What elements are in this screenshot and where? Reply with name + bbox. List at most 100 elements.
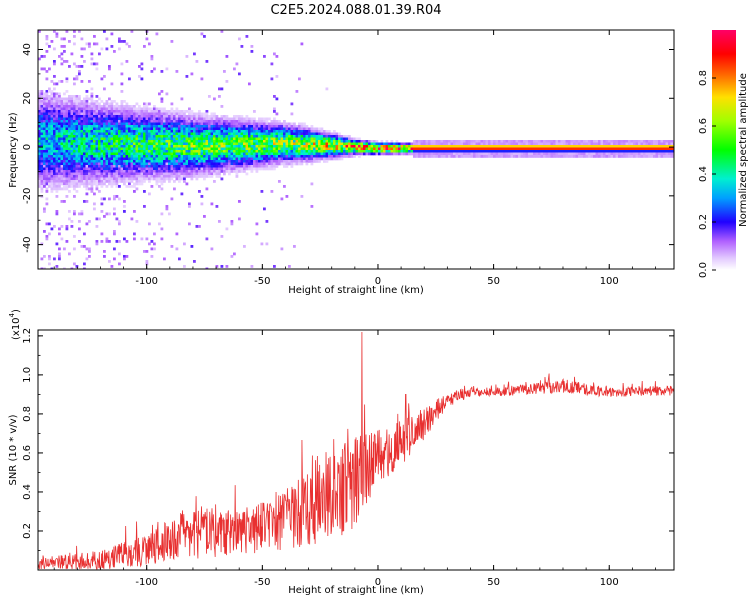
heatmap-cell (233, 252, 236, 256)
heatmap-cell (333, 150, 336, 153)
heatmap-cell (58, 130, 61, 133)
heatmap-cell (203, 155, 206, 158)
heatmap-cell (138, 65, 141, 68)
heatmap-cell (50, 267, 54, 269)
heatmap-cell (203, 115, 206, 118)
heatmap-cell (208, 130, 211, 133)
heatmap-cell (283, 122, 286, 126)
heatmap-cell (115, 162, 119, 166)
heatmap-cell (110, 115, 114, 118)
heatmap-cell (565, 145, 569, 148)
heatmap-cell (210, 122, 214, 126)
heatmap-cell (448, 152, 451, 156)
heatmap-cell (40, 142, 44, 146)
heatmap-cell (158, 162, 161, 166)
heatmap-cell (150, 135, 154, 138)
heatmap-cell (480, 147, 484, 151)
heatmap-cell (365, 140, 369, 143)
heatmap-cell (395, 145, 399, 148)
heatmap-cell (385, 150, 389, 153)
heatmap-cell (450, 145, 454, 148)
heatmap-cell (588, 155, 591, 158)
heatmap-cell (443, 150, 446, 153)
heatmap-cell (103, 107, 106, 111)
heatmap-cell (533, 155, 536, 158)
heatmap-cell (655, 145, 659, 148)
heatmap-cell (85, 115, 89, 118)
heatmap-cell (480, 150, 484, 153)
heatmap-cell (175, 232, 179, 236)
heatmap-cell (288, 160, 291, 163)
heatmap-cell (465, 147, 469, 151)
heatmap-cell (293, 160, 296, 163)
heatmap-cell (60, 122, 64, 126)
heatmap-cell (93, 155, 96, 158)
heatmap-cell (100, 175, 104, 178)
heatmap-cell (110, 152, 114, 156)
heatmap-cell (665, 140, 669, 143)
heatmap-cell (115, 165, 119, 168)
heatmap-cell (480, 142, 484, 146)
heatmap-cell (138, 180, 141, 183)
heatmap-cell (320, 155, 324, 158)
heatmap-cell (83, 60, 86, 63)
heatmap-cell (45, 102, 49, 106)
heatmap-cell (100, 130, 104, 133)
heatmap-cell (115, 112, 119, 116)
heatmap-cell (595, 147, 599, 151)
heatmap-cell (150, 172, 154, 176)
heatmap-cell (378, 152, 381, 156)
heatmap-cell (138, 135, 141, 138)
heatmap-cell (158, 175, 161, 178)
heatmap-cell (48, 117, 51, 121)
heatmap-cell (170, 175, 174, 178)
heatmap-cell (553, 152, 556, 156)
heatmap-cell (148, 112, 151, 116)
heatmap-cell (80, 212, 84, 216)
heatmap-cell (68, 190, 71, 193)
heatmap-cell (213, 127, 216, 131)
heatmap-cell (105, 100, 109, 103)
heatmap-cell (153, 177, 156, 181)
heatmap-cell (145, 117, 149, 121)
heatmap-cell (135, 115, 139, 118)
heatmap-cell (80, 140, 84, 143)
heatmap-cell (540, 145, 544, 148)
heatmap-cell (613, 142, 616, 146)
heatmap-cell (238, 145, 241, 148)
heatmap-cell (48, 95, 51, 98)
heatmap-cell (83, 185, 86, 188)
heatmap-cell (113, 197, 116, 201)
heatmap-cell (138, 140, 141, 143)
heatmap-cell (273, 132, 276, 136)
heatmap-cell (175, 172, 179, 176)
heatmap-cell (193, 157, 196, 161)
heatmap-cell (98, 217, 101, 221)
heatmap-cell (178, 167, 181, 171)
heatmap-cell (275, 147, 279, 151)
heatmap-cell (95, 167, 99, 171)
heatmap-cell (40, 177, 44, 181)
heatmap-cell (218, 130, 221, 133)
heatmap-cell (160, 140, 164, 143)
heatmap-cell (210, 157, 214, 161)
heatmap-cell (255, 152, 259, 156)
heatmap-cell (218, 125, 221, 128)
heatmap-cell (198, 172, 201, 176)
heatmap-cell (78, 175, 81, 178)
heatmap-cell (263, 152, 266, 156)
heatmap-cell (210, 172, 214, 176)
heatmap-cell (120, 152, 124, 156)
snr-x-label: Height of straight line (km) (288, 585, 424, 596)
heatmap-cell (40, 100, 44, 103)
heatmap-cell (298, 137, 301, 141)
heatmap-cell (70, 175, 74, 178)
heatmap-cell (210, 167, 214, 171)
heatmap-cell (95, 172, 99, 176)
heatmap-cell (55, 170, 59, 173)
heatmap-cell (125, 255, 129, 258)
spectrogram-y-label: Frequency (Hz) (8, 112, 19, 188)
heatmap-cell (273, 167, 276, 171)
heatmap-cell (263, 137, 266, 141)
heatmap-cell (110, 82, 114, 86)
